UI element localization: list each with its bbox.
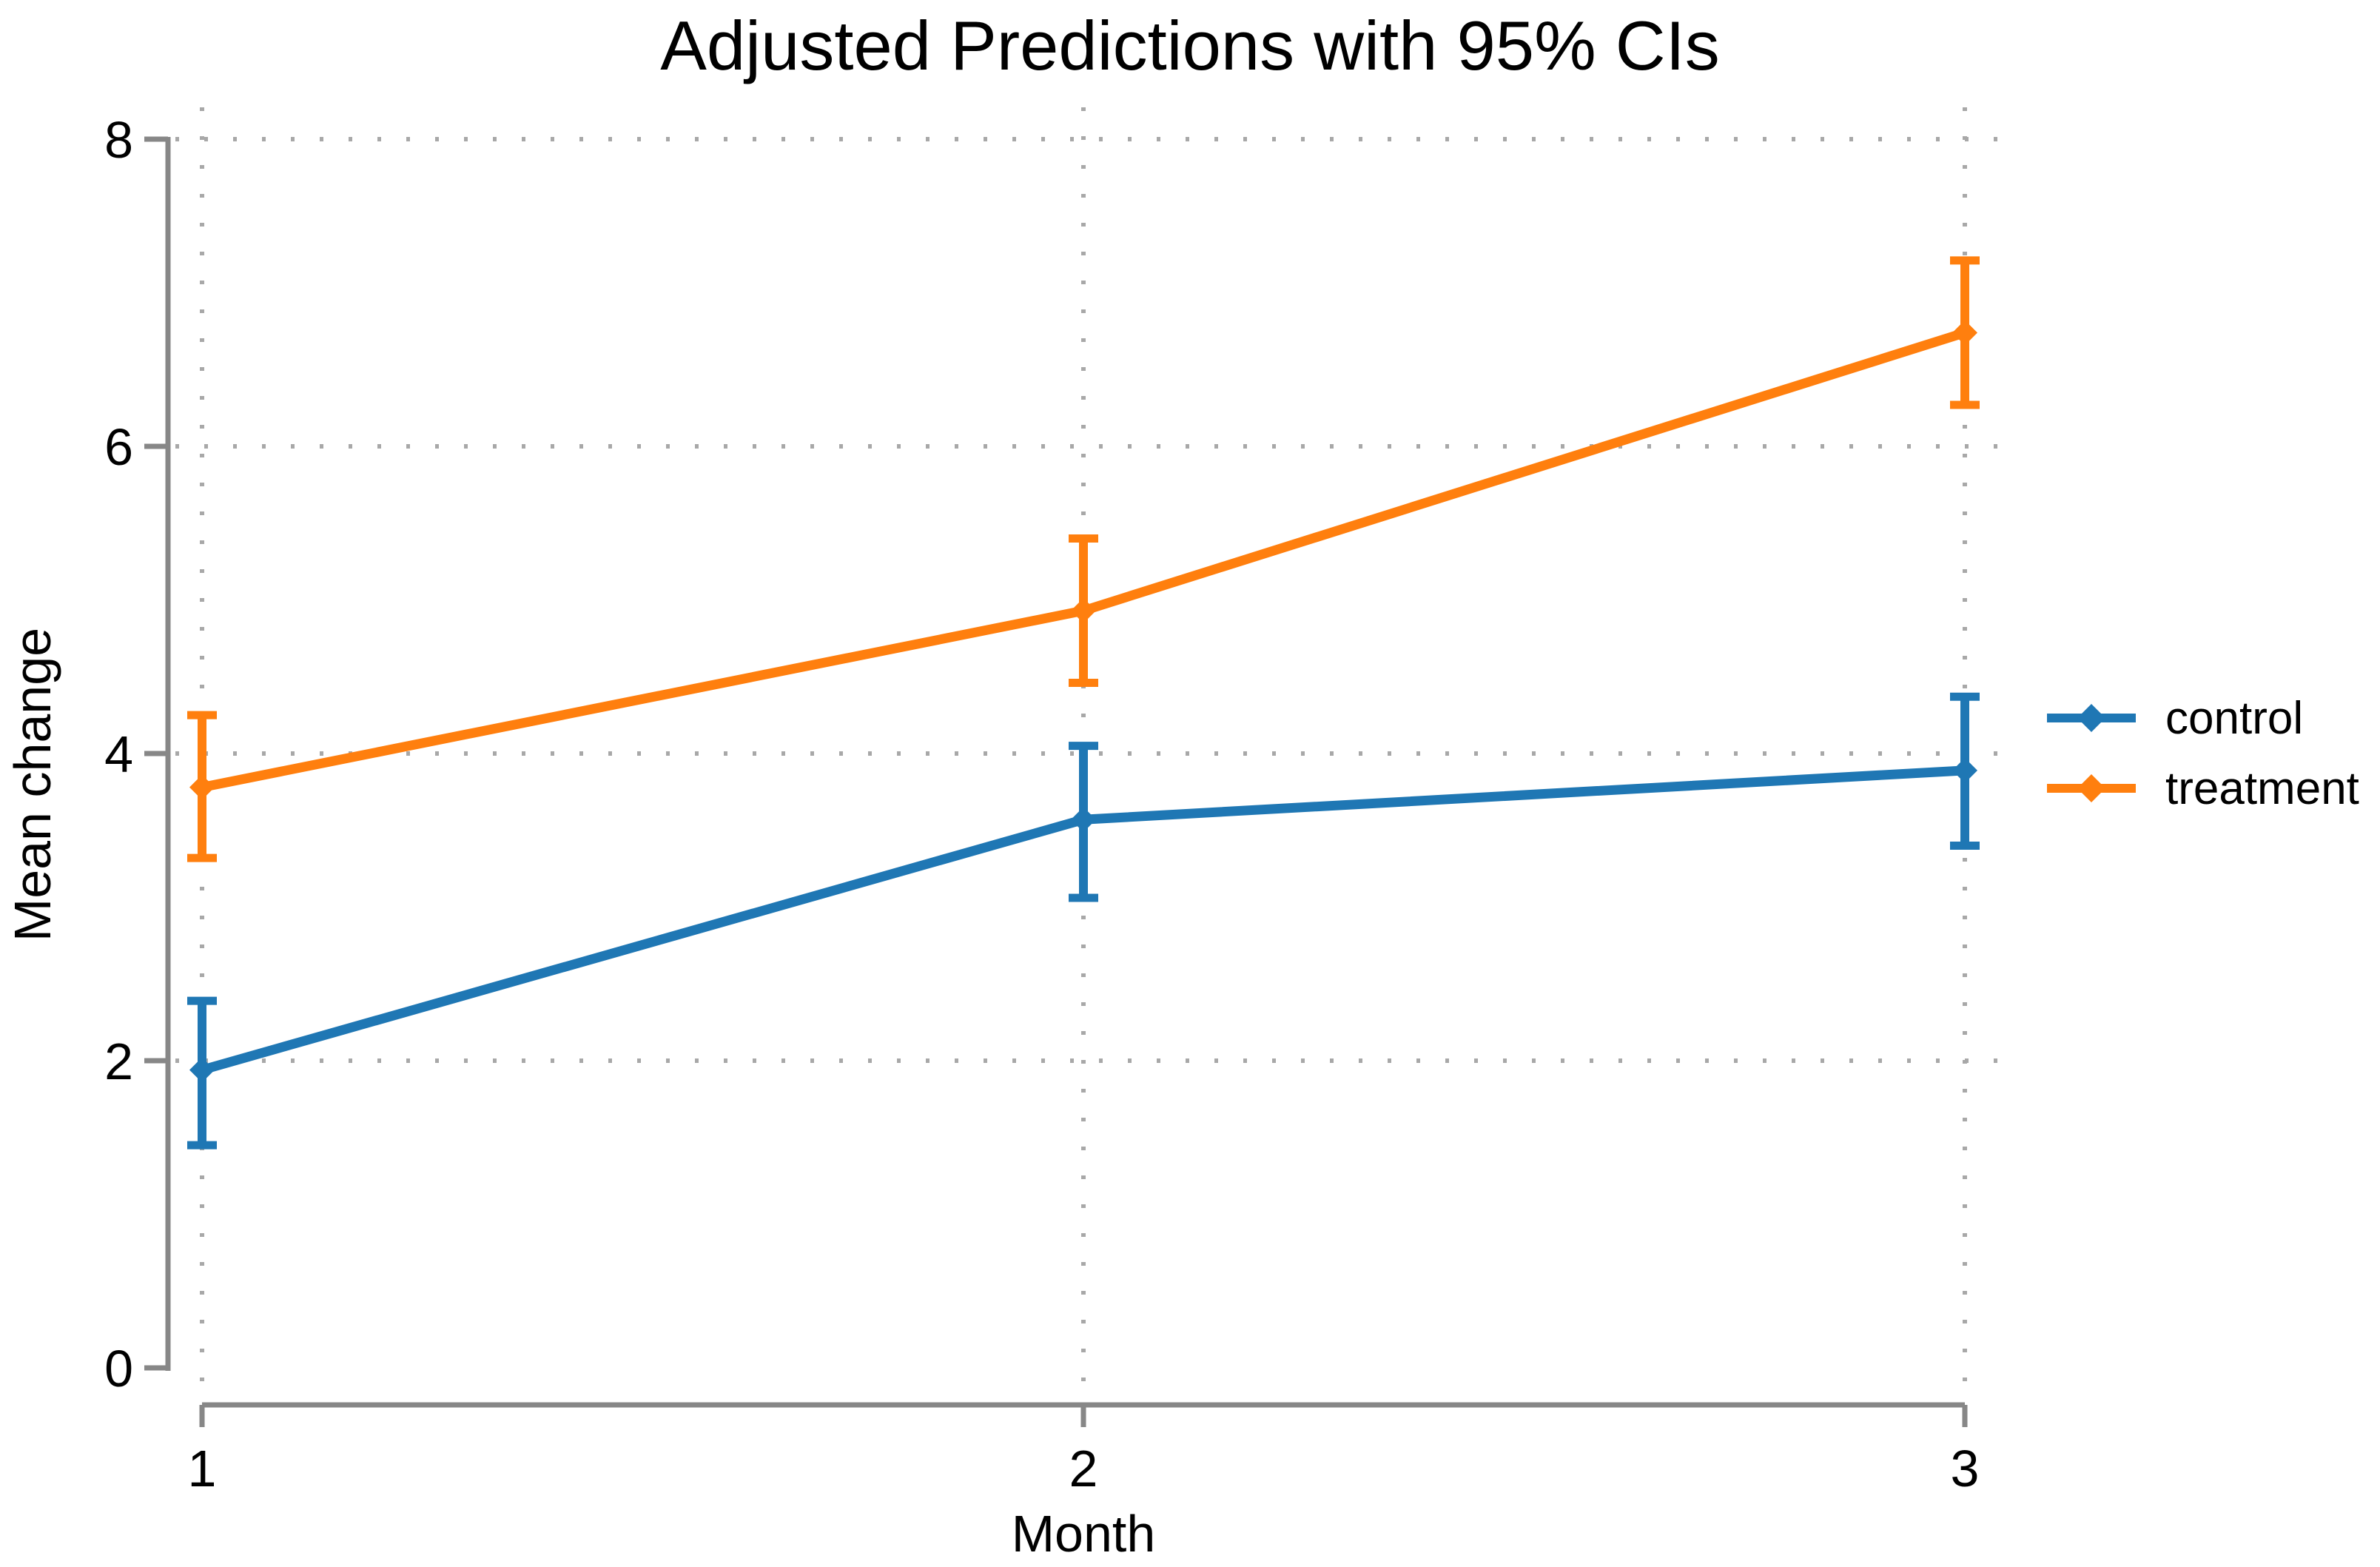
chart-title: Adjusted Predictions with 95% CIs [660, 7, 1720, 84]
marker-control [1952, 757, 1977, 783]
x-axis-title: Month [1011, 1505, 1156, 1563]
marker-treatment [1952, 320, 1977, 346]
legend-item-treatment: treatment [2044, 756, 2359, 821]
marker-treatment [1071, 598, 1096, 624]
y-tick-label: 2 [104, 1033, 133, 1090]
legend-label-control: control [2165, 692, 2304, 744]
legend: control treatment [2044, 685, 2359, 821]
marker-control [1071, 807, 1096, 833]
y-tick-label: 8 [104, 111, 133, 169]
x-tick-label: 3 [1951, 1440, 1980, 1497]
y-tick-label: 0 [104, 1340, 133, 1397]
x-tick-label: 1 [188, 1440, 217, 1497]
y-tick-label: 4 [104, 725, 133, 783]
x-tick-label: 2 [1069, 1440, 1098, 1497]
legend-item-control: control [2044, 685, 2359, 751]
y-tick-label: 6 [104, 418, 133, 476]
legend-label-treatment: treatment [2165, 762, 2359, 814]
legend-swatch-control-icon [2047, 704, 2136, 732]
marker-treatment [189, 774, 215, 800]
legend-swatch-treatment-icon [2047, 774, 2136, 802]
marker-control [189, 1057, 215, 1083]
